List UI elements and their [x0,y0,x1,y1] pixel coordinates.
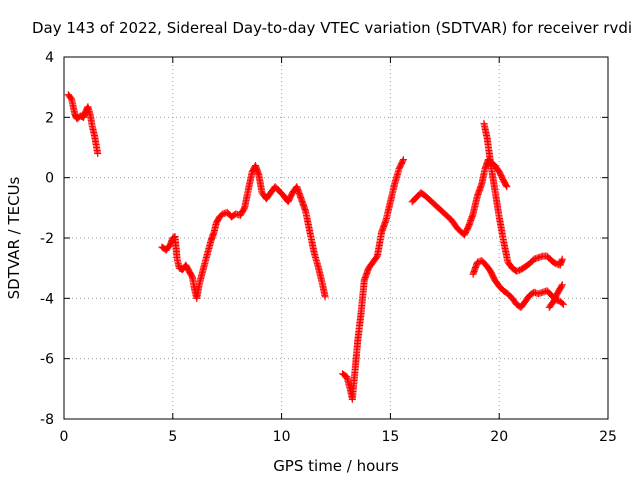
trace-marker [200,263,208,271]
y-tick-label: -6 [40,352,54,368]
trace-marker [463,225,471,233]
tick-layer: 0 5 10 15 20 25 -8 -6 -4 -2 0 2 4 [40,50,617,445]
y-tick-label: 0 [45,171,54,187]
trace-marker [195,284,203,292]
trace-marker [184,265,192,273]
series-seg1 [64,91,102,158]
trace-marker [498,174,506,182]
y-tick-label: -2 [40,231,54,247]
trace-marker [545,254,553,262]
trace-marker [485,265,493,273]
trace-marker [506,292,514,300]
x-tick-label: 10 [273,429,291,445]
trace-marker [520,300,528,308]
trace-marker [390,181,398,189]
series-seg7 [545,281,566,311]
y-tick-label: 4 [45,50,54,66]
trace-marker [314,263,322,271]
trace-marker [287,191,295,199]
trace-marker [439,208,447,216]
data-points [64,91,567,403]
trace-marker [278,190,286,198]
series-seg2 [158,162,329,302]
trace-marker [537,289,545,297]
trace-marker [273,185,281,193]
chart-title: Day 143 of 2022, Sidereal Day-to-day VTE… [32,19,632,37]
trace-marker [74,114,82,122]
trace-marker [545,289,553,297]
trace-marker [548,300,556,308]
trace-marker [432,202,440,210]
y-tick-label: -4 [40,291,54,307]
trace-marker [558,282,566,290]
trace-marker [558,299,566,307]
trace-marker [497,285,505,293]
trace-marker [88,121,96,129]
series-seg4 [408,156,511,239]
trace-marker [165,242,173,250]
trace-marker [445,214,453,222]
trace-marker [493,280,501,288]
trace-marker [557,283,565,291]
trace-marker [550,258,558,266]
trace-marker [239,206,247,214]
trace-marker [426,196,434,204]
trace-marker [86,109,94,117]
trace-marker [203,251,211,259]
x-tick-label: 5 [168,429,177,445]
trace-marker [490,274,498,282]
trace-marker [553,291,561,299]
series-seg5 [480,119,566,275]
trace-marker [319,281,327,289]
trace-marker [321,291,329,299]
trace-marker [558,256,566,264]
trace-marker [452,222,460,230]
trace-marker [265,191,273,199]
trace-marker [502,182,510,190]
x-tick-label: 0 [60,429,69,445]
trace-marker [502,180,510,188]
trace-marker [480,259,488,267]
trace-marker [217,212,225,220]
trace-marker [310,248,318,256]
y-tick-label: -8 [40,412,54,428]
trace-marker [557,298,565,306]
trace-marker [386,199,394,207]
trace-marker [197,275,205,283]
x-tick-label: 25 [599,429,617,445]
trace-marker [493,165,501,173]
trace-marker [399,157,407,165]
trace-marker [528,257,536,265]
trace-marker [90,130,98,138]
trace-marker [187,271,195,279]
y-tick-label: 2 [45,110,54,126]
x-tick-label: 20 [490,429,508,445]
trace-marker [533,254,541,262]
trace-marker [367,261,375,269]
x-tick-label: 15 [381,429,399,445]
x-axis-label: GPS time / hours [273,457,399,475]
trace-marker [499,236,507,244]
y-axis-label: SDTVAR / TECUs [5,176,23,299]
series-seg3 [339,156,407,403]
grid-layer [64,57,608,419]
trace-marker [410,196,418,204]
trace-marker [360,278,368,286]
trace-marker [93,148,101,156]
trace-marker [66,93,74,101]
trace-marker [245,184,253,192]
trace-marker [372,255,380,263]
trace-marker [306,226,314,234]
trace-marker [398,158,406,166]
